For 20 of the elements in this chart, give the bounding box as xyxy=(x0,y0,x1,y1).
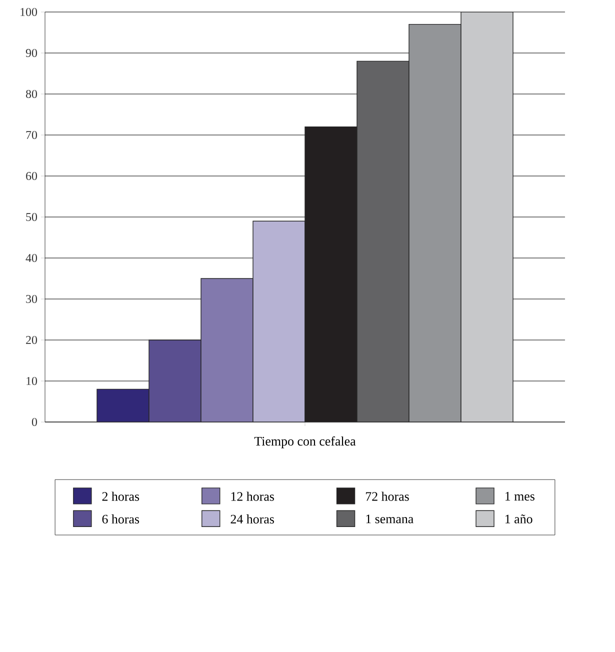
y-tick-label: 10 xyxy=(26,376,38,386)
legend-label: 6 horas xyxy=(102,514,140,524)
y-tick-label: 70 xyxy=(26,130,38,140)
y-tick-label: 100 xyxy=(20,8,38,16)
y-tick-label: 20 xyxy=(26,336,38,344)
y-tick-label: 0 xyxy=(32,418,38,426)
legend-label: 1 mes xyxy=(506,492,534,501)
y-tick-label: 80 xyxy=(26,90,38,98)
legend-label: 12 horas xyxy=(231,492,274,501)
y-tick-label: 30 xyxy=(26,294,38,304)
legend-label: 1 año xyxy=(506,514,532,524)
y-tick-label: 50 xyxy=(26,212,38,222)
y-tick-label: 40 xyxy=(26,254,38,262)
y-tick-label: 90 xyxy=(26,48,38,58)
y-tick-label: 60 xyxy=(26,172,38,180)
legend-label: 2 horas xyxy=(102,492,140,501)
legend-label: 72 horas xyxy=(366,492,409,501)
legend-label: 1 semana xyxy=(366,514,414,524)
x-axis-title: Tiempo con cefalea xyxy=(254,436,356,448)
legend-label: 24 horas xyxy=(230,514,274,524)
